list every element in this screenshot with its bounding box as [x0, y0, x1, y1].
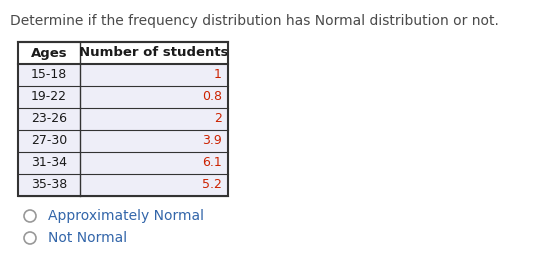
Text: Number of students: Number of students: [79, 47, 229, 60]
Bar: [18, 86, 228, 108]
Text: Determine if the frequency distribution has Normal distribution or not.: Determine if the frequency distribution …: [10, 14, 499, 28]
Text: 23-26: 23-26: [31, 113, 67, 126]
Bar: [18, 174, 228, 196]
Text: Not Normal: Not Normal: [48, 231, 127, 245]
Text: 2: 2: [214, 113, 222, 126]
Text: 3.9: 3.9: [202, 135, 222, 148]
Bar: [18, 64, 228, 86]
Text: 1: 1: [214, 69, 222, 81]
Text: 5.2: 5.2: [202, 178, 222, 192]
Text: 19-22: 19-22: [31, 90, 67, 103]
Text: 31-34: 31-34: [31, 156, 67, 169]
Bar: [18, 130, 228, 152]
Text: Approximately Normal: Approximately Normal: [48, 209, 204, 223]
Bar: [18, 42, 228, 64]
Bar: [18, 152, 228, 174]
Text: 6.1: 6.1: [202, 156, 222, 169]
Bar: [18, 108, 228, 130]
Text: 15-18: 15-18: [31, 69, 67, 81]
Text: 0.8: 0.8: [202, 90, 222, 103]
Text: 35-38: 35-38: [31, 178, 67, 192]
Text: 27-30: 27-30: [31, 135, 67, 148]
Text: Ages: Ages: [30, 47, 67, 60]
Bar: [18, 42, 228, 196]
